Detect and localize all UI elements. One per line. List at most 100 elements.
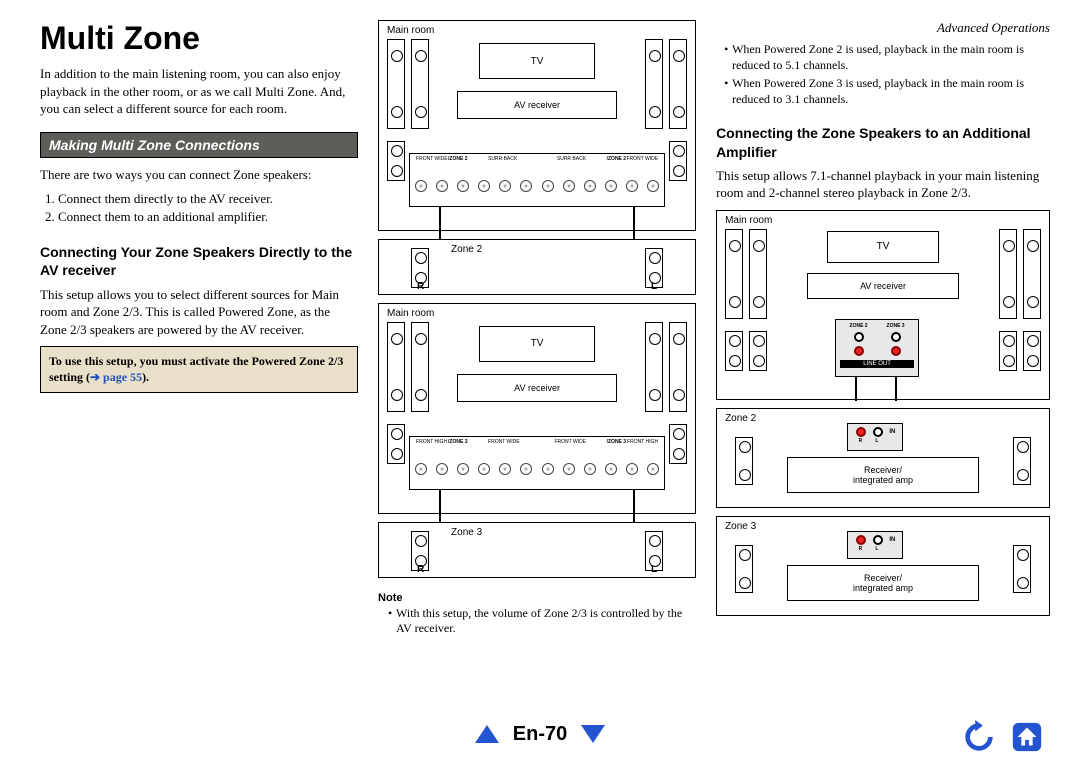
tv-box: TV xyxy=(479,43,595,79)
label-l: L xyxy=(651,564,657,575)
binding-post-icon xyxy=(436,180,448,192)
binding-post-icon xyxy=(626,463,638,475)
binding-post-icon xyxy=(499,463,511,475)
binding-post-icon xyxy=(605,463,617,475)
binding-post-icon xyxy=(584,180,596,192)
speaker-icon xyxy=(735,545,753,593)
av-receiver-box: AV receiver xyxy=(457,374,617,402)
label-l: L xyxy=(875,438,878,444)
speaker-icon xyxy=(387,39,405,129)
rca-jack-icon xyxy=(856,427,866,437)
page-number: En-70 xyxy=(513,723,567,746)
ways-intro: There are two ways you can connect Zone … xyxy=(40,166,358,184)
rca-jack-icon xyxy=(856,535,866,545)
note-pz2: When Powered Zone 2 is used, playback in… xyxy=(724,42,1050,73)
av-receiver-box: AV receiver xyxy=(807,273,959,299)
page-footer: En-70 xyxy=(0,714,1080,754)
tv-box: TV xyxy=(479,326,595,362)
label-r: R xyxy=(417,564,424,575)
speaker-icon xyxy=(669,39,687,129)
label-zone3: Zone 3 xyxy=(451,527,482,538)
binding-post-icon xyxy=(478,463,490,475)
rca-jack-icon xyxy=(891,346,901,356)
binding-post-icon xyxy=(520,180,532,192)
speaker-icon xyxy=(669,322,687,412)
label-zone3: ZONE 3 xyxy=(887,323,905,329)
diagram-zone2-amp: Zone 2 Receiver/ integrated amp IN R L xyxy=(716,408,1050,508)
rca-jack-icon xyxy=(891,332,901,342)
speaker-icon xyxy=(1023,229,1041,319)
label-in: IN xyxy=(889,537,895,543)
section-heading: Making Multi Zone Connections xyxy=(40,132,358,158)
speaker-icon xyxy=(749,229,767,319)
col2-notes: With this setup, the volume of Zone 2/3 … xyxy=(388,606,696,640)
binding-post-icon xyxy=(457,463,469,475)
label-main-room: Main room xyxy=(387,25,434,36)
speaker-icon xyxy=(1013,545,1031,593)
rca-jack-icon xyxy=(854,332,864,342)
binding-post-icon xyxy=(457,180,469,192)
diagram-mainroom-zone3: Main room TV AV receiver FRONT HIGH /ZON… xyxy=(378,303,696,514)
label-in: IN xyxy=(889,429,895,435)
label-l: L xyxy=(875,546,878,552)
binding-post-icon xyxy=(436,463,448,475)
way-2: Connect them to an additional amplifier. xyxy=(58,209,358,225)
sub2-body: This setup allows 7.1-channel playback i… xyxy=(716,167,1050,202)
powered-zone-notebox: To use this setup, you must activate the… xyxy=(40,346,358,392)
binding-post-icon xyxy=(415,180,427,192)
powered-zone-notes: When Powered Zone 2 is used, playback in… xyxy=(724,42,1050,110)
binding-post-icon xyxy=(563,180,575,192)
next-page-button[interactable] xyxy=(581,725,605,743)
section-header: Advanced Operations xyxy=(716,20,1050,36)
speaker-terminal-panel: FRONT WIDE /ZONE 2 SURR BACK SURR BACK /… xyxy=(409,153,665,207)
amp-box: Receiver/ integrated amp xyxy=(787,565,979,601)
binding-post-icon xyxy=(647,180,659,192)
label-r: R xyxy=(859,438,863,444)
ways-list: Connect them directly to the AV receiver… xyxy=(58,191,358,227)
speaker-icon xyxy=(645,39,663,129)
diagram-zone2-speakers: Zone 2 R L xyxy=(378,239,696,295)
speaker-icon xyxy=(411,322,429,412)
speaker-icon xyxy=(645,322,663,412)
rca-jack-icon xyxy=(873,427,883,437)
binding-post-icon xyxy=(520,463,532,475)
label-main-room: Main room xyxy=(387,308,434,319)
cable-icon xyxy=(855,377,857,401)
amp-input-panel: IN R L xyxy=(847,423,903,451)
label-r: R xyxy=(859,546,863,552)
binding-post-icon xyxy=(499,180,511,192)
speaker-icon xyxy=(1023,331,1041,371)
diagram-mainroom-zone2: Main room TV AV receiver FRONT WIDE /ZON… xyxy=(378,20,696,231)
note-pz3: When Powered Zone 3 is used, playback in… xyxy=(724,76,1050,107)
speaker-icon xyxy=(725,331,743,371)
page-link[interactable]: ➔ page 55 xyxy=(90,370,142,384)
speaker-icon xyxy=(669,424,687,464)
rca-jack-icon xyxy=(854,346,864,356)
column-left: Multi Zone In addition to the main liste… xyxy=(40,20,358,640)
subheading-direct-connect: Connecting Your Zone Speakers Directly t… xyxy=(40,243,358,279)
back-button[interactable] xyxy=(962,720,996,754)
binding-post-icon xyxy=(626,180,638,192)
speaker-icon xyxy=(749,331,767,371)
speaker-icon xyxy=(669,141,687,181)
intro-text: In addition to the main listening room, … xyxy=(40,65,358,118)
av-receiver-box: AV receiver xyxy=(457,91,617,119)
column-middle: Main room TV AV receiver FRONT WIDE /ZON… xyxy=(378,20,696,640)
label-main-room: Main room xyxy=(725,215,772,226)
rca-jack-icon xyxy=(873,535,883,545)
prev-page-button[interactable] xyxy=(475,725,499,743)
note-item: With this setup, the volume of Zone 2/3 … xyxy=(388,606,696,637)
subheading-additional-amp: Connecting the Zone Speakers to an Addit… xyxy=(716,124,1050,160)
label-lineout: LINE OUT xyxy=(840,360,914,368)
binding-post-icon xyxy=(647,463,659,475)
binding-post-icon xyxy=(542,463,554,475)
tv-box: TV xyxy=(827,231,939,263)
label-zone2: Zone 2 xyxy=(725,413,756,424)
sub1-body: This setup allows you to select differen… xyxy=(40,286,358,339)
way-1: Connect them directly to the AV receiver… xyxy=(58,191,358,207)
label-zone2: ZONE 2 xyxy=(850,323,868,329)
label-l: L xyxy=(651,281,657,292)
home-button[interactable] xyxy=(1010,720,1044,754)
binding-post-icon xyxy=(605,180,617,192)
diagram-zone3-amp: Zone 3 Receiver/ integrated amp IN R L xyxy=(716,516,1050,616)
